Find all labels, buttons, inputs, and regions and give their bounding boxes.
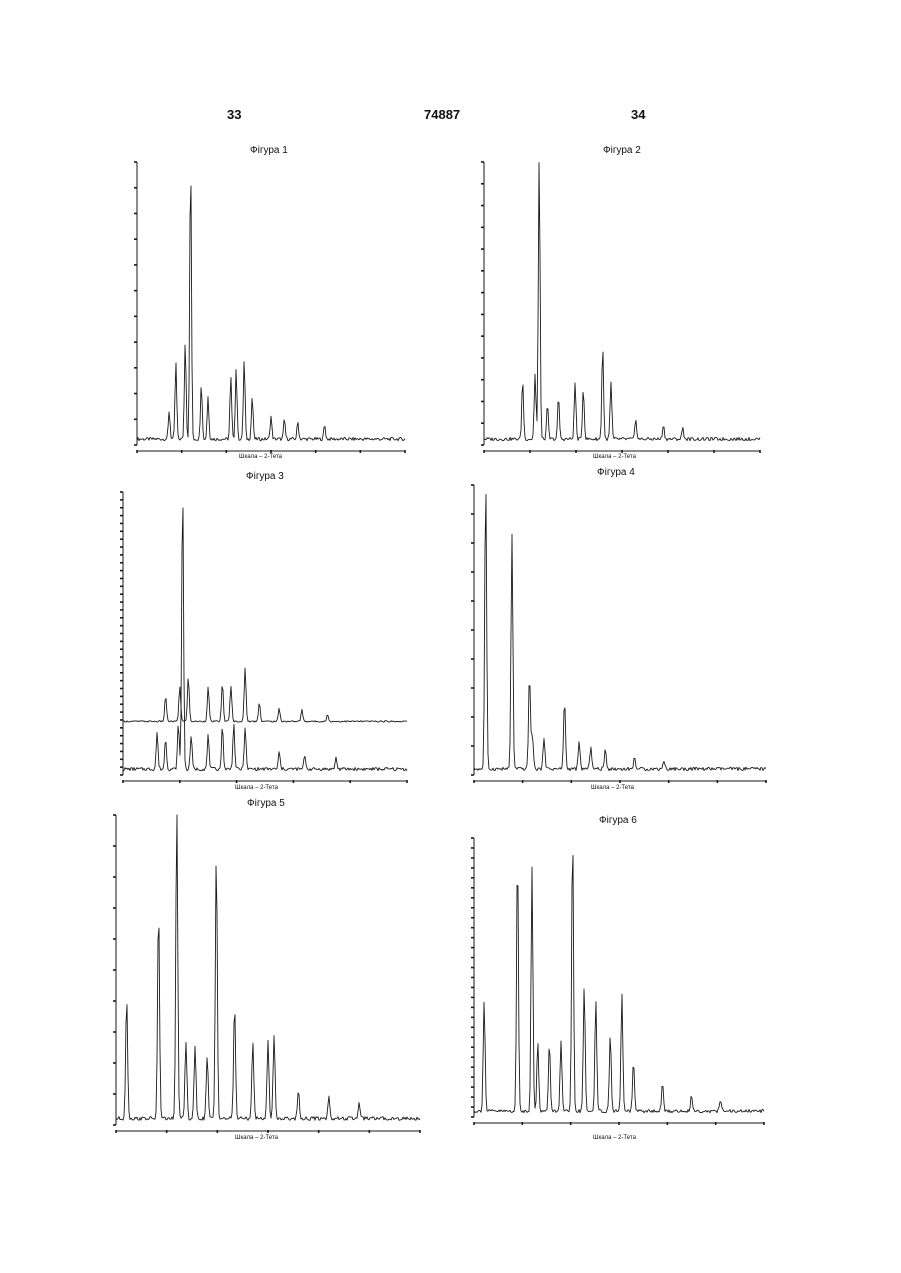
figure-6-chart [471, 838, 764, 1125]
figure-3-trace-2 [123, 508, 407, 771]
figure-3-trace-1 [123, 668, 407, 722]
figure-4-chart [471, 485, 766, 783]
figure-2-trace-1 [484, 163, 760, 441]
figure-2-chart [481, 162, 760, 453]
figure-4-trace-1 [474, 495, 766, 771]
figure-1-chart [134, 162, 405, 453]
figure-5-chart [113, 815, 420, 1133]
figure-1-trace-1 [137, 186, 405, 441]
figure-3-chart [120, 492, 407, 783]
figure-6-trace-1 [474, 856, 764, 1113]
figure-5-trace-1 [116, 815, 420, 1120]
